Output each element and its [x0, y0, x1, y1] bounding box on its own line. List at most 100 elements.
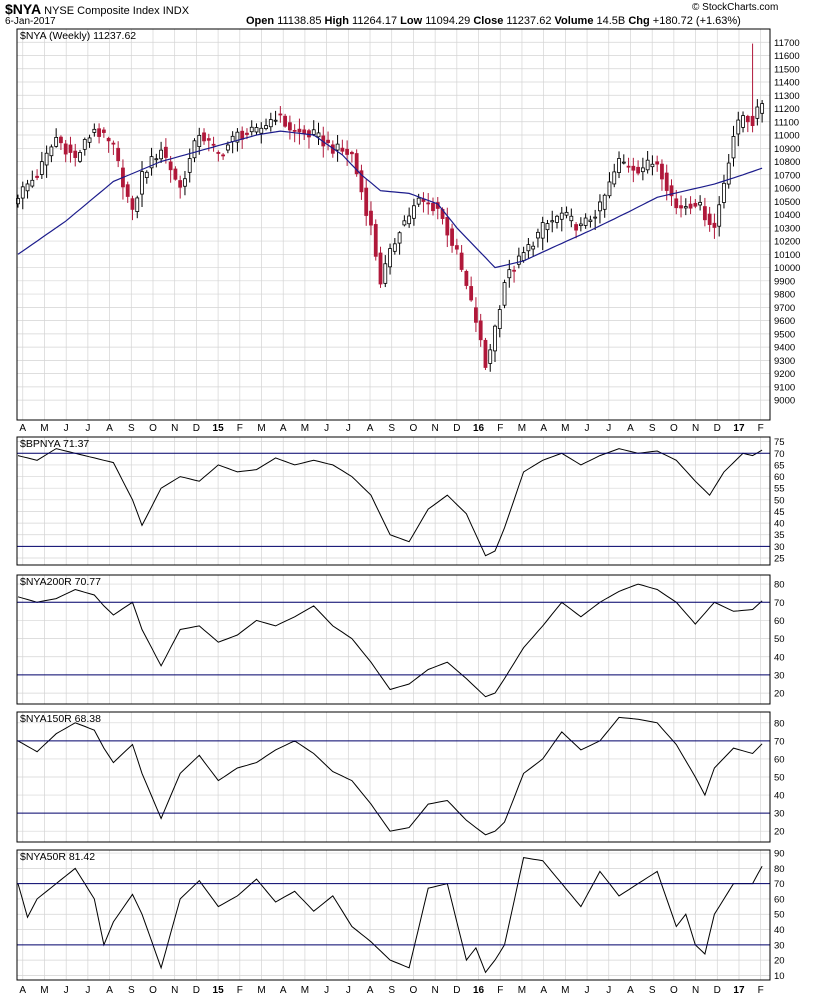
chart-title: $NYA NYSE Composite Index INDX: [5, 1, 189, 17]
price-bar-body: [583, 217, 588, 226]
moving-average-line: [17, 130, 763, 269]
x-tick-label: O: [410, 423, 418, 434]
y-tick-label: 40: [774, 652, 785, 663]
price-bar-body: [97, 128, 101, 137]
price-bar-body: [464, 270, 469, 286]
x-tick-label: J: [324, 423, 329, 434]
price-bar-body: [578, 223, 583, 227]
y-tick-label: 9100: [774, 382, 795, 393]
indicator-line: [17, 716, 763, 836]
low-label: Low: [400, 15, 423, 27]
y-tick-label: 30: [774, 940, 785, 951]
price-bar-body: [106, 137, 111, 142]
x-tick-label: S: [388, 985, 395, 996]
price-bar-body: [249, 126, 254, 133]
y-tick-label: 40: [774, 791, 785, 802]
chart-date: 6-Jan-2017: [5, 16, 56, 27]
price-bar-body: [431, 202, 435, 212]
price-bar-body: [30, 179, 35, 187]
price-bar-body: [488, 349, 493, 364]
price-bar-body: [259, 127, 264, 134]
y-tick-label: 10100: [774, 250, 800, 261]
price-bar-body: [407, 215, 412, 225]
y-tick-label: 11500: [774, 64, 800, 75]
y-tick-label: 9500: [774, 329, 795, 340]
x-tick-label: F: [237, 423, 243, 434]
x-tick-label: S: [128, 423, 135, 434]
price-bar-body: [598, 201, 602, 212]
price-bar-body: [264, 125, 268, 130]
y-tick-label: 11300: [774, 91, 800, 102]
price-bar-body: [640, 167, 645, 173]
price-bar-body: [688, 203, 693, 209]
ohlc-readout: Open 11138.85 High 11264.17 Low 11094.29…: [246, 15, 741, 27]
price-bar-body: [392, 243, 397, 252]
y-tick-label: 75: [774, 437, 785, 448]
panel-title: $NYA150R 68.38: [20, 713, 101, 725]
y-tick-label: 11000: [774, 131, 800, 142]
x-tick-label: 15: [213, 423, 225, 434]
price-bar-body: [59, 136, 63, 144]
y-tick-label: 20: [774, 827, 785, 838]
price-bar-body: [297, 128, 302, 133]
y-tick-label: 10700: [774, 170, 800, 181]
x-tick-label: A: [540, 985, 547, 996]
x-tick-label: 15: [213, 985, 225, 996]
x-tick-label: A: [627, 985, 634, 996]
price-bar-body: [235, 131, 240, 143]
price-bar-body: [521, 252, 526, 261]
price-bar-body: [211, 143, 216, 146]
price-bar-body: [683, 206, 688, 209]
price-bar-body: [383, 263, 388, 284]
x-tick-label: M: [40, 985, 48, 996]
x-tick-label: O: [670, 985, 678, 996]
panel-title: $NYA200R 70.77: [20, 576, 101, 588]
price-bar-body: [206, 138, 211, 141]
x-tick-label: 17: [733, 423, 745, 434]
x-tick-label: 17: [733, 985, 745, 996]
panel-background: [17, 29, 770, 420]
x-tick-label: M: [561, 423, 569, 434]
x-tick-label: J: [585, 423, 590, 434]
panel-border: [16, 711, 771, 843]
price-bar-body: [593, 216, 598, 219]
x-tick-label: N: [692, 423, 699, 434]
y-tick-label: 11700: [774, 38, 800, 49]
x-tick-label: A: [280, 423, 287, 434]
panel-border: [16, 28, 771, 421]
x-tick-label: N: [432, 985, 439, 996]
panel-border: [16, 436, 771, 566]
x-tick-label: M: [518, 985, 526, 996]
price-bar-body: [741, 115, 745, 128]
price-bar-body: [20, 186, 25, 199]
x-tick-label: F: [758, 985, 764, 996]
y-tick-label: 50: [774, 634, 785, 645]
close-label: Close: [473, 15, 504, 27]
price-bar-body: [111, 142, 116, 145]
y-tick-label: 60: [774, 754, 785, 765]
price-bar-body: [612, 171, 617, 185]
price-bar-body: [674, 198, 679, 209]
price-bar-body: [345, 148, 350, 155]
y-tick-label: 30: [774, 542, 785, 553]
high-label: High: [324, 15, 349, 27]
x-tick-label: M: [301, 423, 309, 434]
price-bar-body: [621, 161, 626, 164]
price-bar-body: [378, 252, 383, 285]
y-tick-label: 10800: [774, 157, 800, 168]
y-tick-label: 9400: [774, 343, 795, 354]
price-bar-body: [183, 178, 187, 187]
price-bar-body: [78, 152, 82, 162]
price-bar-body: [626, 165, 631, 168]
price-bar-body: [354, 153, 359, 175]
price-bar-body: [397, 232, 402, 244]
price-bar-body: [225, 144, 230, 151]
price-bar-body: [192, 140, 197, 159]
price-bar-body: [292, 129, 297, 132]
price-bar-body: [483, 339, 488, 368]
index-name: NYSE Composite Index: [44, 5, 160, 17]
x-tick-label: M: [301, 985, 309, 996]
price-bar-body: [745, 115, 750, 123]
price-bar-body: [454, 245, 459, 250]
